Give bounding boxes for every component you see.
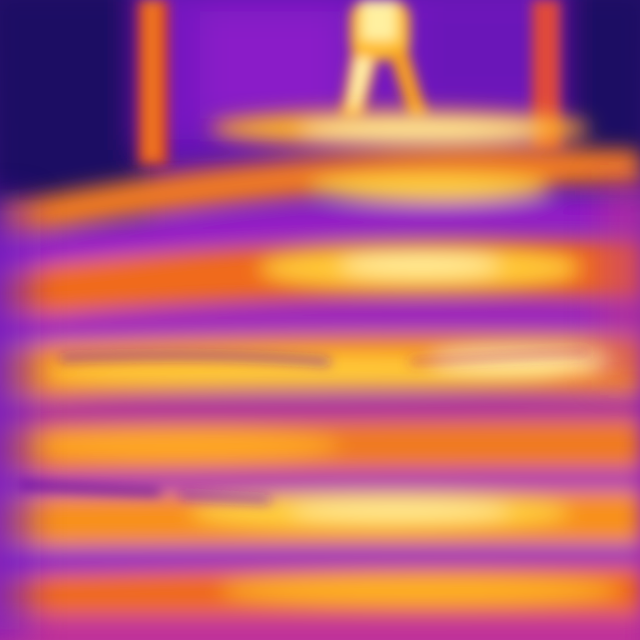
step-edges [19, 350, 591, 503]
person-silhouette [340, 0, 428, 120]
stair-bands [0, 110, 640, 640]
left-shadow [0, 180, 640, 640]
